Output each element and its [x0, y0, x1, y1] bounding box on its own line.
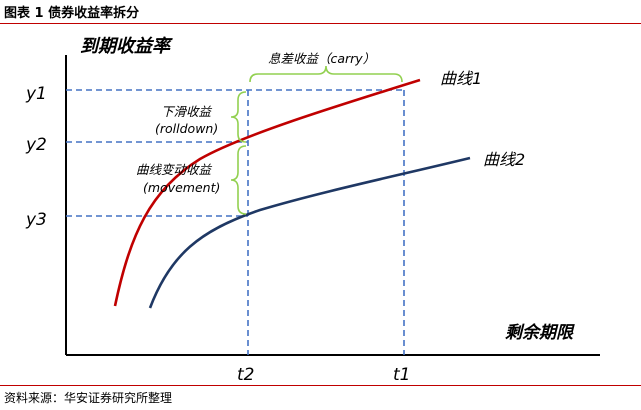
- rolldown-label-cn: 下滑收益: [161, 104, 213, 119]
- figure-source: 资料来源：华安证券研究所整理: [4, 391, 173, 405]
- movement-brace: [230, 145, 247, 215]
- curve-2: [148, 156, 471, 309]
- title-rule: [0, 23, 641, 24]
- curve-2-label: 曲线2: [483, 150, 525, 169]
- curve-1-label: 曲线1: [440, 69, 482, 88]
- x-tick-t1: t1: [393, 365, 410, 385]
- figure-title: 图表 1 债券收益率拆分: [4, 6, 140, 21]
- source-rule: [0, 385, 641, 386]
- movement-label-en: (movement): [143, 180, 220, 195]
- rolldown-label-en: (rolldown): [155, 121, 218, 136]
- curve-1: [113, 78, 421, 307]
- y-tick-y2: y2: [25, 135, 47, 155]
- rolldown-brace: [230, 91, 247, 143]
- y-axis-title: 到期收益率: [80, 36, 173, 57]
- carry-brace: [249, 65, 403, 83]
- guide-lines: [66, 89, 405, 355]
- x-tick-t2: t2: [237, 365, 254, 385]
- y-tick-y3: y3: [25, 210, 47, 230]
- movement-label-cn: 曲线变动收益: [136, 162, 213, 177]
- carry-label: 息差收益（carry）: [268, 51, 375, 66]
- y-tick-y1: y1: [25, 84, 47, 104]
- x-axis-title: 剩余期限: [505, 323, 575, 343]
